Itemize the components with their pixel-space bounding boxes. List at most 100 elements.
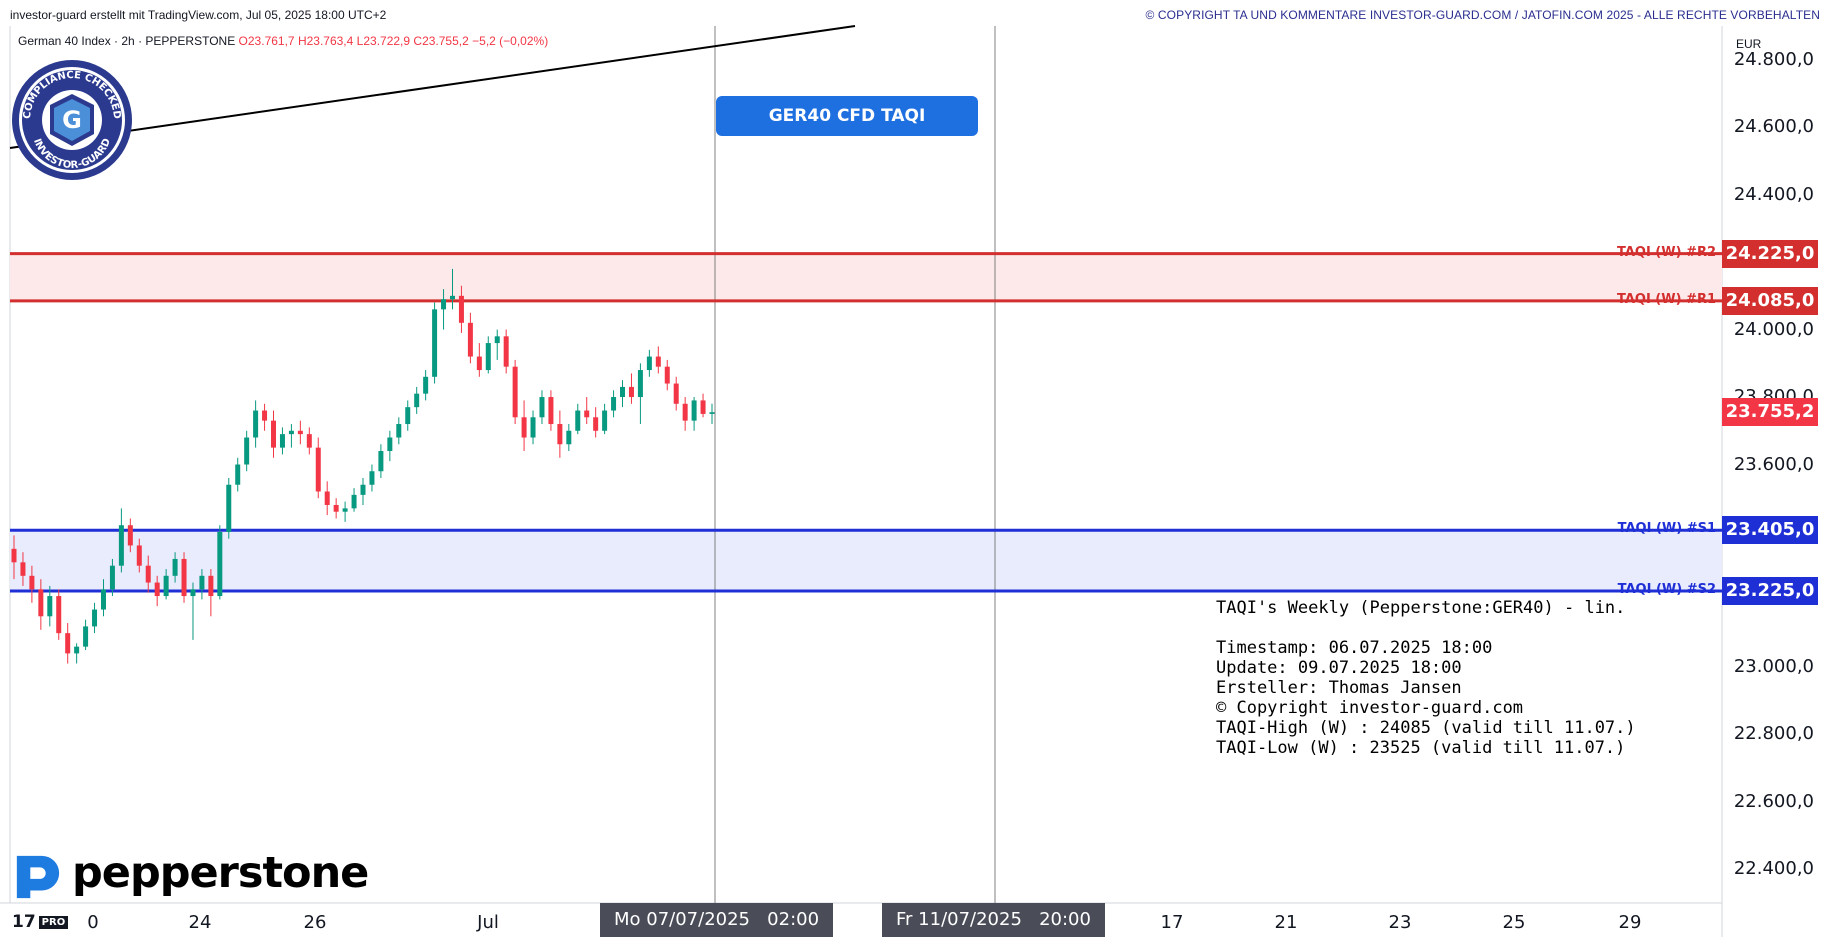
level-price-badge: 24.225,0 (1722, 239, 1818, 268)
info-taqi-low: TAQI-Low (W) : 23525 (valid till 11.07.) (1216, 738, 1626, 758)
y-tick-label: 22.400,0 (1733, 858, 1814, 880)
candle-body (217, 531, 223, 597)
candle-body (628, 386, 634, 398)
tradingview-logo[interactable]: 17 PRO (12, 912, 69, 932)
candle-body (655, 356, 661, 367)
x-tick-label: 26 (303, 912, 327, 933)
ohlc-change: −5,2 (−0,02%) (472, 34, 549, 48)
info-author: Ersteller: Thomas Jansen (1216, 678, 1462, 698)
ohlc-close: C23.755,2 (413, 34, 469, 48)
currency-label[interactable]: EUR (1736, 37, 1762, 51)
candle-body (74, 646, 80, 654)
y-tick-label: 24.800,0 (1733, 48, 1814, 70)
candle-body (637, 370, 643, 398)
candle-body (235, 464, 241, 485)
y-tick-label: 24.600,0 (1733, 116, 1814, 138)
candle-body (279, 434, 285, 448)
candle-body (709, 412, 715, 414)
crosshair-date-badge: Mo 07/07/2025 02:00 (600, 903, 834, 937)
level-label: TAQI (W) #S1 (1617, 521, 1716, 537)
candle-body (503, 336, 509, 367)
candle-body (83, 626, 89, 647)
info-copyright: © Copyright investor-guard.com (1216, 698, 1524, 718)
compliance-seal-icon: G COMPLIANCE CHECKED INVESTOR-GUARD (12, 60, 132, 180)
candle-body (226, 484, 232, 532)
candle-body (664, 366, 670, 384)
x-tick-label: 21 (1274, 912, 1298, 933)
candle-body (485, 343, 491, 371)
candle-body (163, 575, 169, 597)
candle-body (118, 525, 124, 566)
candle-body (271, 420, 277, 448)
symbol-legend[interactable]: German 40 Index · 2h · PEPPERSTONE O23.7… (18, 34, 548, 48)
candle-body (378, 451, 384, 472)
candle-body (253, 410, 259, 438)
snapshot-button[interactable]: GER40 CFD TAQI SNAPSHOT (716, 96, 978, 166)
y-tick-label: 22.800,0 (1733, 723, 1814, 745)
candle-body (700, 400, 706, 414)
candle-body (136, 545, 142, 566)
candle-body (369, 471, 375, 485)
pepperstone-wordmark: pepperstone (72, 848, 369, 898)
candle-body (566, 430, 572, 445)
candle-body (29, 575, 35, 590)
candle-body (494, 336, 500, 344)
y-tick-label: 23.000,0 (1733, 655, 1814, 677)
level-price-badge: 23.405,0 (1722, 516, 1818, 545)
candle-body (127, 525, 133, 546)
candle-body (593, 417, 599, 431)
symbol-name: German 40 Index · 2h · PEPPERSTONE (18, 34, 236, 48)
x-tick-label: 0 (87, 912, 99, 933)
candle-body (100, 589, 106, 610)
candle-body (11, 548, 17, 563)
y-tick-label: 22.600,0 (1733, 790, 1814, 812)
x-tick-label: 23 (1388, 912, 1412, 933)
candle-body (181, 558, 187, 597)
candle-body (297, 430, 303, 435)
seal-letter: G (62, 106, 82, 134)
candle-body (441, 299, 447, 310)
candle-body (611, 397, 617, 411)
candle-body (521, 417, 527, 438)
candle-body (324, 491, 330, 505)
candle-body (423, 376, 429, 394)
candle-body (145, 565, 151, 583)
candle-body (467, 322, 473, 357)
tradingview-mark: 17 (12, 912, 36, 932)
candle-body (47, 596, 53, 617)
candle-body (109, 565, 115, 590)
candle-body (575, 410, 581, 431)
ohlc-high: H23.763,4 (297, 34, 354, 48)
crosshair-date-badge: Fr 11/07/2025 20:00 (882, 903, 1105, 937)
candle-body (190, 589, 196, 597)
info-title: TAQI's Weekly (Pepperstone:GER40) - lin. (1216, 598, 1626, 618)
candle-body (530, 417, 536, 438)
candle-body (396, 424, 402, 438)
candle-body (557, 424, 563, 445)
candle-body (476, 356, 482, 371)
last-price-badge: 23.755,2 (1722, 398, 1818, 427)
info-taqi-high: TAQI-High (W) : 24085 (valid till 11.07.… (1216, 718, 1636, 738)
support-zone (10, 530, 1722, 591)
candle-body (673, 383, 679, 404)
candle-body (682, 403, 688, 421)
candle-body (208, 575, 214, 597)
x-tick-label: 29 (1618, 912, 1642, 933)
candle-body (342, 508, 348, 512)
candle-body (432, 309, 438, 377)
x-tick-label: 25 (1502, 912, 1526, 933)
candle-body (405, 407, 411, 425)
candle-body (387, 437, 393, 452)
level-label: TAQI (W) #S2 (1617, 581, 1716, 597)
resistance-zone (10, 253, 1722, 301)
level-price-badge: 24.085,0 (1722, 286, 1818, 315)
level-label: TAQI (W) #R2 (1616, 244, 1716, 260)
candle-body (691, 400, 697, 421)
y-tick-label: 24.000,0 (1733, 318, 1814, 340)
candle-body (315, 447, 321, 492)
top-bar: investor-guard erstellt mit TradingView.… (0, 0, 1828, 26)
candle-body (288, 430, 294, 435)
candle-body (449, 295, 455, 300)
info-timestamp: Timestamp: 06.07.2025 18:00 (1216, 638, 1493, 658)
